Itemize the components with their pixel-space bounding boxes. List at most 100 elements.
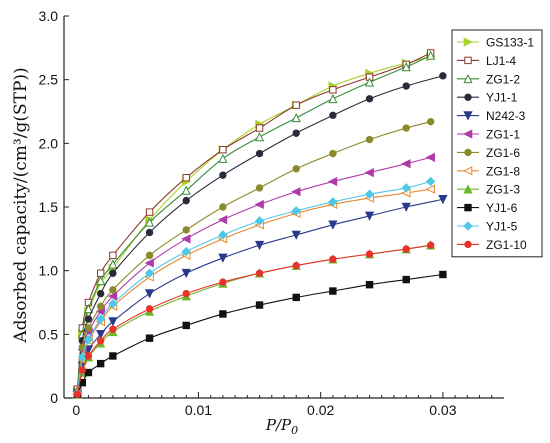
data-point: [219, 278, 227, 286]
data-point: [108, 317, 118, 327]
data-point: [108, 259, 118, 269]
data-point: [181, 246, 191, 257]
data-point: [182, 289, 190, 298]
data-point: [96, 269, 105, 277]
series-line: [76, 273, 443, 395]
data-point: [144, 289, 155, 299]
data-point: [144, 268, 155, 278]
legend-item: LJ1-4: [457, 54, 516, 68]
data-point: [109, 286, 117, 294]
data-point: [292, 101, 300, 109]
data-point: [402, 245, 410, 253]
data-point: [217, 215, 228, 225]
data-point: [109, 325, 117, 333]
y-axis-ticks: 0 0.5 1.0 1.5 2.0 2.5 3.0: [39, 8, 69, 406]
data-point: [255, 269, 264, 277]
data-point: [425, 184, 435, 194]
data-point: [109, 269, 117, 277]
data-point: [401, 183, 411, 193]
legend-item: ZG1-6: [457, 146, 520, 160]
data-point: [84, 324, 93, 332]
series-n242-3: [72, 195, 448, 398]
legend-item: YJ1-5: [457, 220, 518, 234]
series-yj1-6: [73, 270, 447, 398]
data-point: [219, 310, 227, 318]
data-point: [96, 359, 105, 368]
data-point: [145, 208, 154, 216]
data-point: [254, 216, 265, 226]
data-point: [426, 241, 435, 249]
data-point: [439, 270, 447, 279]
data-point: [83, 303, 94, 314]
data-point: [292, 261, 300, 270]
series-line: [76, 244, 431, 395]
data-point: [401, 62, 411, 72]
data-point: [73, 390, 82, 398]
data-point: [144, 258, 154, 268]
y-tick-label: 3.0: [39, 8, 59, 24]
data-point: [218, 230, 228, 240]
data-point: [329, 86, 337, 94]
legend-label: YJ1-1: [486, 91, 518, 105]
data-point: [291, 230, 301, 240]
data-point: [327, 176, 338, 187]
series-layer: [72, 49, 448, 399]
legend: GS133-1 LJ1-4 ZG1-2 YJ1-1 N242-3 ZG1-1 ZG1-6 ZG…: [451, 29, 543, 258]
data-point: [364, 211, 375, 221]
legend-item: ZG1-10: [457, 238, 527, 252]
data-point: [329, 149, 337, 158]
data-point: [292, 129, 300, 137]
legend-marker: [464, 203, 472, 212]
data-point: [219, 171, 227, 179]
legend-marker: [464, 240, 472, 249]
data-point: [107, 291, 118, 301]
data-point: [329, 111, 337, 120]
legend-label: ZG1-2: [486, 72, 520, 86]
legend-label: ZG1-6: [486, 146, 520, 160]
x-tick-label: 0: [72, 402, 80, 418]
data-point: [145, 228, 154, 237]
legend-marker: [464, 56, 472, 65]
data-point: [145, 251, 154, 260]
legend-label: YJ1-6: [486, 201, 518, 215]
data-point: [96, 302, 105, 311]
legend-marker: [463, 73, 473, 84]
data-point: [425, 152, 435, 162]
series-line: [76, 52, 431, 390]
data-point: [84, 315, 93, 323]
data-point: [84, 368, 93, 377]
data-point: [364, 168, 374, 178]
legend-label: ZG1-10: [486, 238, 527, 252]
series-zg1-10: [73, 241, 435, 398]
data-point: [219, 203, 227, 211]
data-point: [254, 132, 265, 142]
data-point: [96, 337, 105, 345]
data-point: [364, 77, 375, 87]
data-point: [438, 195, 448, 205]
y-axis-label: Adsorbed capacity/(cm³/g(STP)): [11, 67, 31, 343]
series-line: [76, 244, 431, 395]
data-point: [328, 220, 338, 230]
data-point: [254, 199, 264, 210]
legend-item: ZG1-8: [457, 164, 520, 178]
legend-marker: [464, 148, 472, 157]
series-line: [76, 56, 431, 391]
legend-label: YJ1-5: [486, 220, 518, 234]
data-point: [365, 280, 374, 289]
plot-frame: [63, 16, 504, 399]
data-point: [439, 72, 447, 80]
data-point: [402, 124, 410, 132]
data-point: [84, 352, 93, 360]
data-point: [182, 321, 190, 330]
legend-label: ZG1-1: [486, 128, 520, 142]
data-point: [425, 176, 436, 187]
data-point: [292, 165, 300, 173]
x-axis-ticks: 0 0.01 0.02 0.03: [72, 392, 493, 418]
legend-label: ZG1-8: [486, 164, 520, 178]
legend-box: [451, 29, 543, 258]
series-zg1-6: [73, 117, 435, 396]
data-point: [291, 112, 301, 123]
y-tick-label: 1.0: [39, 263, 59, 279]
data-point: [96, 275, 106, 286]
